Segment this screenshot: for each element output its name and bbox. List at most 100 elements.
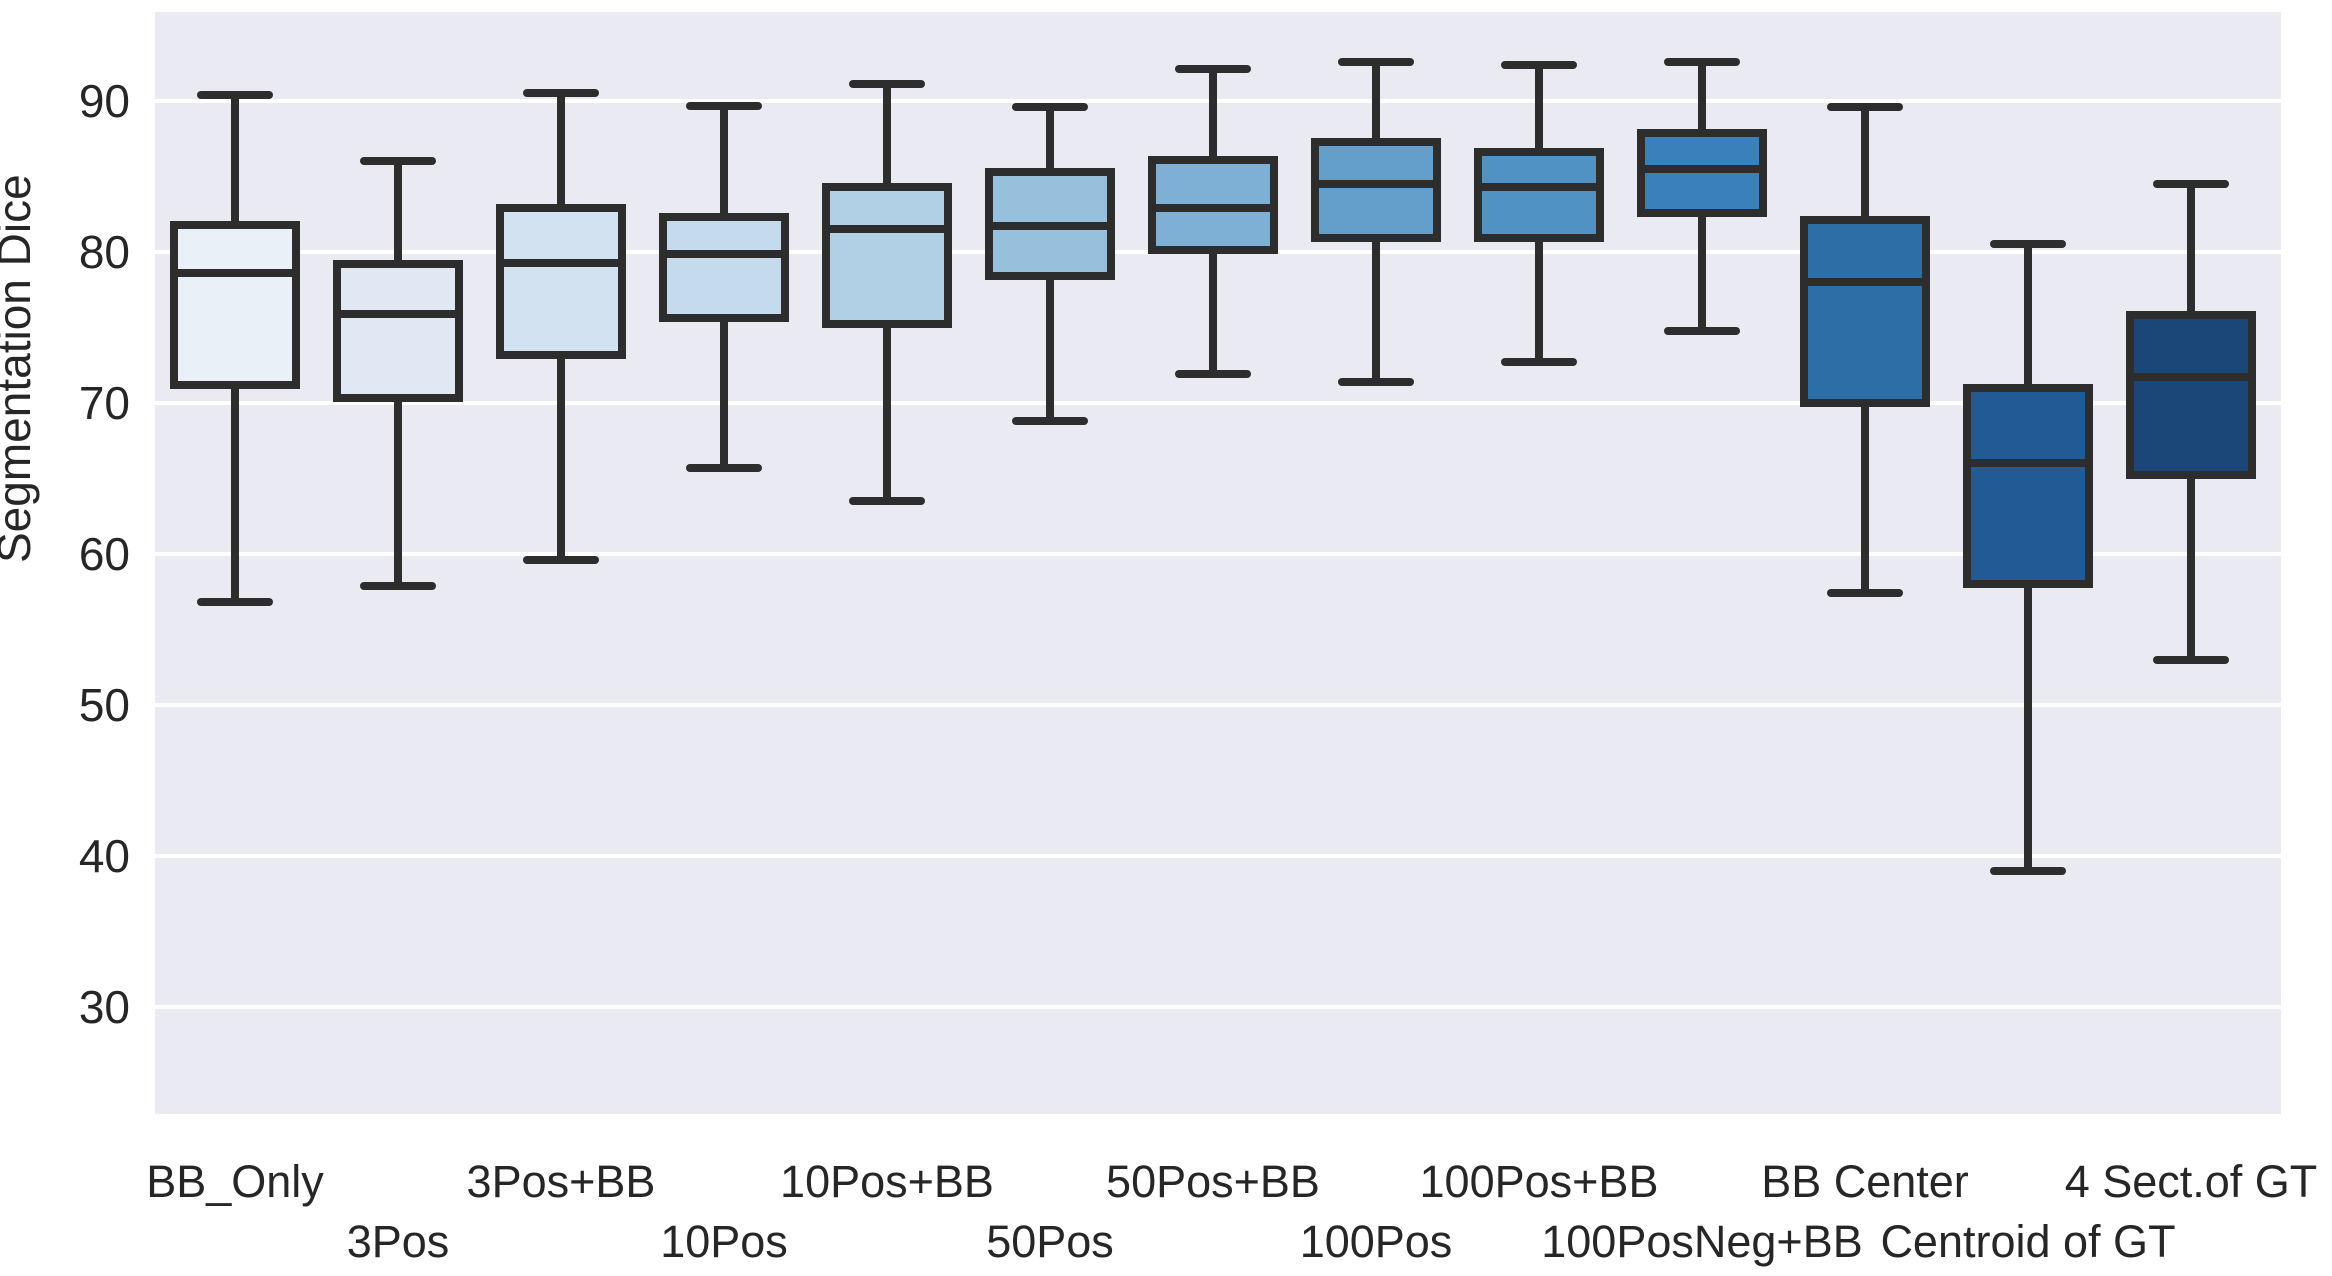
plot-area (155, 12, 2281, 1114)
upper-whisker-line (883, 84, 891, 188)
lower-whisker-line (720, 318, 728, 468)
median-line (333, 309, 463, 318)
x-tick-label-50Pos+BB: 50Pos+BB (1106, 1156, 1320, 1207)
upper-whisker-line (231, 94, 239, 225)
y-tick-label-40: 40 (78, 830, 130, 882)
box (659, 213, 789, 323)
upper-whisker-cap (1990, 240, 2066, 249)
lower-whisker-line (1861, 403, 1869, 594)
x-tick-label-100Pos+BB: 100Pos+BB (1419, 1156, 1659, 1207)
lower-whisker-cap (1012, 417, 1088, 426)
lower-whisker-line (557, 354, 565, 561)
upper-whisker-cap (1012, 103, 1088, 112)
median-line (1311, 180, 1441, 189)
upper-whisker-cap (360, 157, 436, 166)
upper-whisker-cap (197, 90, 273, 99)
upper-whisker-cap (1338, 57, 1414, 66)
x-tick-label-3Pos+BB: 3Pos+BB (466, 1156, 656, 1207)
x-tick-label-100Pos: 100Pos (1299, 1216, 1453, 1267)
upper-whisker-cap (686, 101, 762, 110)
lower-whisker-cap (686, 463, 762, 472)
x-tick-label-BB Center: BB Center (1761, 1156, 1969, 1207)
upper-whisker-line (1535, 64, 1543, 153)
box (1800, 216, 1930, 407)
x-tick-label-3Pos: 3Pos (346, 1216, 450, 1267)
box (170, 220, 300, 389)
median-line (822, 225, 952, 234)
lower-whisker-cap (197, 598, 273, 607)
y-gridline-40 (155, 854, 2281, 858)
upper-whisker-cap (1501, 60, 1577, 69)
lower-whisker-line (883, 324, 891, 502)
median-line (1637, 164, 1767, 173)
x-tick-label-10Pos: 10Pos (660, 1216, 788, 1267)
x-tick-label-4 Sect.of GT: 4 Sect.of GT (2064, 1156, 2318, 1207)
box (2126, 311, 2256, 480)
upper-whisker-line (394, 161, 402, 265)
upper-whisker-cap (2153, 180, 2229, 189)
lower-whisker-line (1698, 212, 1706, 331)
median-line (1963, 459, 2093, 468)
upper-whisker-line (557, 93, 565, 209)
lower-whisker-cap (523, 556, 599, 565)
box (333, 260, 463, 403)
lower-whisker-line (231, 384, 239, 603)
lower-whisker-cap (2153, 655, 2229, 664)
lower-whisker-cap (360, 581, 436, 590)
median-line (496, 258, 626, 267)
median-line (1474, 183, 1604, 192)
median-line (1800, 278, 1930, 287)
y-tick-label-30: 30 (78, 981, 130, 1033)
y-gridline-50 (155, 703, 2281, 707)
y-gridline-30 (155, 1005, 2281, 1009)
upper-whisker-line (720, 105, 728, 218)
box (496, 204, 626, 359)
lower-whisker-cap (1175, 370, 1251, 379)
median-line (2126, 373, 2256, 382)
upper-whisker-cap (523, 89, 599, 98)
lower-whisker-cap (1664, 326, 1740, 335)
y-tick-label-80: 80 (78, 226, 130, 278)
x-tick-label-BB_Only: BB_Only (146, 1156, 324, 1207)
upper-whisker-line (1372, 61, 1380, 142)
lower-whisker-cap (1338, 377, 1414, 386)
lower-whisker-cap (849, 497, 925, 506)
lower-whisker-line (2187, 475, 2195, 660)
y-gridline-60 (155, 552, 2281, 556)
x-tick-label-Centroid of GT: Centroid of GT (1880, 1216, 2176, 1267)
upper-whisker-line (1698, 61, 1706, 133)
lower-whisker-line (1372, 238, 1380, 382)
y-tick-label-60: 60 (78, 528, 130, 580)
upper-whisker-line (1209, 69, 1217, 160)
y-tick-label-70: 70 (78, 377, 130, 429)
y-tick-label-50: 50 (78, 679, 130, 731)
lower-whisker-line (1535, 238, 1543, 363)
x-tick-label-50Pos: 50Pos (986, 1216, 1114, 1267)
box (1963, 383, 2093, 589)
upper-whisker-line (2187, 184, 2195, 316)
upper-whisker-cap (1175, 65, 1251, 74)
upper-whisker-line (1861, 107, 1869, 221)
median-line (1148, 204, 1278, 213)
upper-whisker-line (2024, 244, 2032, 388)
median-line (985, 222, 1115, 231)
lower-whisker-line (2024, 584, 2032, 872)
upper-whisker-line (1046, 107, 1054, 172)
upper-whisker-cap (849, 80, 925, 89)
lower-whisker-cap (1990, 867, 2066, 876)
lower-whisker-cap (1501, 358, 1577, 367)
lower-whisker-line (394, 398, 402, 586)
upper-whisker-cap (1664, 57, 1740, 66)
x-tick-label-10Pos+BB: 10Pos+BB (780, 1156, 994, 1207)
x-tick-label-100PosNeg+BB: 100PosNeg+BB (1541, 1216, 1863, 1267)
y-tick-label-90: 90 (78, 75, 130, 127)
median-line (659, 249, 789, 258)
box (1311, 137, 1441, 243)
box (822, 183, 952, 329)
median-line (170, 269, 300, 278)
y-gridline-90 (155, 99, 2281, 103)
y-gridline-70 (155, 401, 2281, 405)
lower-whisker-cap (1827, 589, 1903, 598)
lower-whisker-line (1209, 250, 1217, 375)
